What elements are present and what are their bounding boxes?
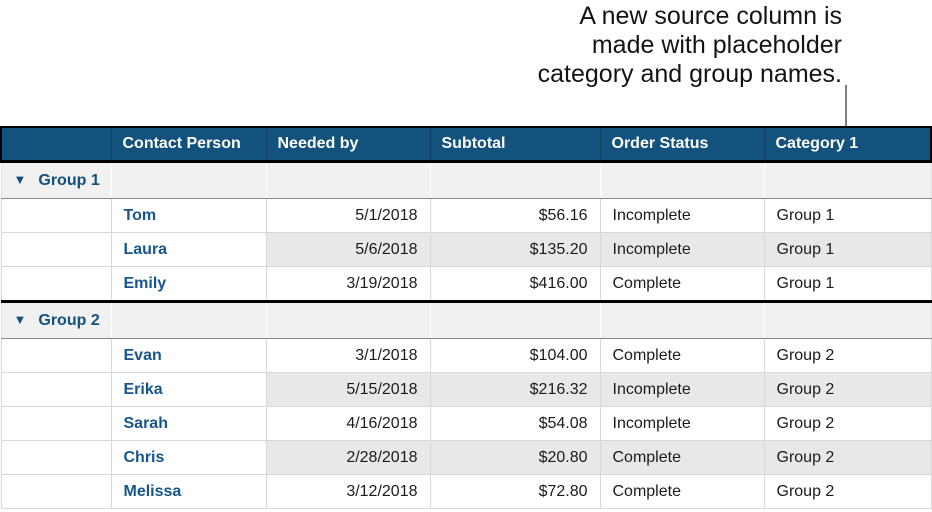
annotation-line-2: made with placeholder xyxy=(591,31,842,59)
cell-row-handle[interactable] xyxy=(0,338,112,373)
cell-contact[interactable]: Erika xyxy=(110,372,267,407)
cell-subtotal[interactable]: $416.00 xyxy=(429,266,601,303)
disclosure-triangle-icon[interactable]: ▼ xyxy=(13,171,27,187)
cell-category[interactable]: Group 1 xyxy=(763,232,932,267)
cell-needed-by[interactable]: 5/6/2018 xyxy=(265,232,431,267)
group-cell-empty[interactable] xyxy=(599,161,765,199)
table-row-laura: Laura 5/6/2018 $135.20 Incomplete Group … xyxy=(0,232,932,267)
cell-row-handle[interactable] xyxy=(0,198,112,233)
cell-row-handle[interactable] xyxy=(0,406,112,441)
table-row-melissa: Melissa 3/12/2018 $72.80 Complete Group … xyxy=(0,474,932,509)
group-cell-label[interactable]: ▼ Group 2 xyxy=(0,301,112,339)
cell-subtotal[interactable]: $104.00 xyxy=(429,338,601,373)
annotation-line-3: category and group names. xyxy=(537,60,842,88)
group-cell-empty[interactable] xyxy=(429,301,601,339)
annotation-line-1: A new source column is xyxy=(579,2,842,30)
cell-contact[interactable]: Emily xyxy=(110,266,267,303)
header-cell-subtotal[interactable]: Subtotal xyxy=(429,126,601,163)
header-cell-needed-by[interactable]: Needed by xyxy=(265,126,431,163)
header-cell-order-status[interactable]: Order Status xyxy=(599,126,765,163)
group-cell-empty[interactable] xyxy=(429,161,601,199)
cell-category[interactable]: Group 2 xyxy=(763,406,932,441)
cell-subtotal[interactable]: $54.08 xyxy=(429,406,601,441)
cell-needed-by[interactable]: 5/15/2018 xyxy=(265,372,431,407)
table-row-tom: Tom 5/1/2018 $56.16 Incomplete Group 1 xyxy=(0,198,932,233)
group-cell-empty[interactable] xyxy=(265,301,431,339)
cell-category[interactable]: Group 1 xyxy=(763,266,932,303)
cell-row-handle[interactable] xyxy=(0,440,112,475)
header-row: Contact Person Needed by Subtotal Order … xyxy=(0,126,932,163)
cell-subtotal[interactable]: $56.16 xyxy=(429,198,601,233)
cell-category[interactable]: Group 2 xyxy=(763,338,932,373)
group-label: Group 1 xyxy=(38,171,100,189)
categorized-table: Contact Person Needed by Subtotal Order … xyxy=(0,126,932,509)
cell-subtotal[interactable]: $135.20 xyxy=(429,232,601,267)
table-row-emily: Emily 3/19/2018 $416.00 Complete Group 1 xyxy=(0,266,932,303)
header-cell-category-1[interactable]: Category 1 xyxy=(763,126,932,163)
callout-leader-line xyxy=(845,85,847,126)
group-cell-empty[interactable] xyxy=(763,301,932,339)
cell-needed-by[interactable]: 5/1/2018 xyxy=(265,198,431,233)
group-cell-empty[interactable] xyxy=(265,161,431,199)
cell-order-status[interactable]: Complete xyxy=(599,440,765,475)
cell-contact[interactable]: Tom xyxy=(110,198,267,233)
cell-order-status[interactable]: Incomplete xyxy=(599,372,765,407)
cell-subtotal[interactable]: $216.32 xyxy=(429,372,601,407)
group-cell-empty[interactable] xyxy=(763,161,932,199)
cell-order-status[interactable]: Incomplete xyxy=(599,406,765,441)
group-cell-label[interactable]: ▼ Group 1 xyxy=(0,161,112,199)
cell-category[interactable]: Group 2 xyxy=(763,372,932,407)
header-cell-blank[interactable] xyxy=(0,126,112,163)
cell-needed-by[interactable]: 2/28/2018 xyxy=(265,440,431,475)
disclosure-triangle-icon[interactable]: ▼ xyxy=(13,311,27,327)
cell-row-handle[interactable] xyxy=(0,266,112,303)
cell-subtotal[interactable]: $20.80 xyxy=(429,440,601,475)
cell-needed-by[interactable]: 3/12/2018 xyxy=(265,474,431,509)
cell-category[interactable]: Group 2 xyxy=(763,474,932,509)
cell-contact[interactable]: Chris xyxy=(110,440,267,475)
group-cell-empty[interactable] xyxy=(110,301,267,339)
group-label: Group 2 xyxy=(38,311,100,329)
cell-order-status[interactable]: Complete xyxy=(599,338,765,373)
cell-subtotal[interactable]: $72.80 xyxy=(429,474,601,509)
cell-row-handle[interactable] xyxy=(0,474,112,509)
cell-category[interactable]: Group 1 xyxy=(763,198,932,233)
cell-order-status[interactable]: Complete xyxy=(599,266,765,303)
table-row-chris: Chris 2/28/2018 $20.80 Complete Group 2 xyxy=(0,440,932,475)
table-row-sarah: Sarah 4/16/2018 $54.08 Incomplete Group … xyxy=(0,406,932,441)
cell-contact[interactable]: Sarah xyxy=(110,406,267,441)
cell-needed-by[interactable]: 3/19/2018 xyxy=(265,266,431,303)
group-row-group-2: ▼ Group 2 xyxy=(0,301,932,339)
cell-category[interactable]: Group 2 xyxy=(763,440,932,475)
cell-needed-by[interactable]: 4/16/2018 xyxy=(265,406,431,441)
group-row-group-1: ▼ Group 1 xyxy=(0,161,932,199)
cell-contact[interactable]: Evan xyxy=(110,338,267,373)
cell-row-handle[interactable] xyxy=(0,232,112,267)
header-cell-contact-person[interactable]: Contact Person xyxy=(110,126,267,163)
group-cell-empty[interactable] xyxy=(110,161,267,199)
cell-contact[interactable]: Laura xyxy=(110,232,267,267)
annotation-text: A new source column is made with placeho… xyxy=(538,2,842,89)
cell-order-status[interactable]: Incomplete xyxy=(599,232,765,267)
table-row-evan: Evan 3/1/2018 $104.00 Complete Group 2 xyxy=(0,338,932,373)
table-row-erika: Erika 5/15/2018 $216.32 Incomplete Group… xyxy=(0,372,932,407)
group-cell-empty[interactable] xyxy=(599,301,765,339)
cell-row-handle[interactable] xyxy=(0,372,112,407)
cell-order-status[interactable]: Complete xyxy=(599,474,765,509)
cell-contact[interactable]: Melissa xyxy=(110,474,267,509)
cell-order-status[interactable]: Incomplete xyxy=(599,198,765,233)
cell-needed-by[interactable]: 3/1/2018 xyxy=(265,338,431,373)
